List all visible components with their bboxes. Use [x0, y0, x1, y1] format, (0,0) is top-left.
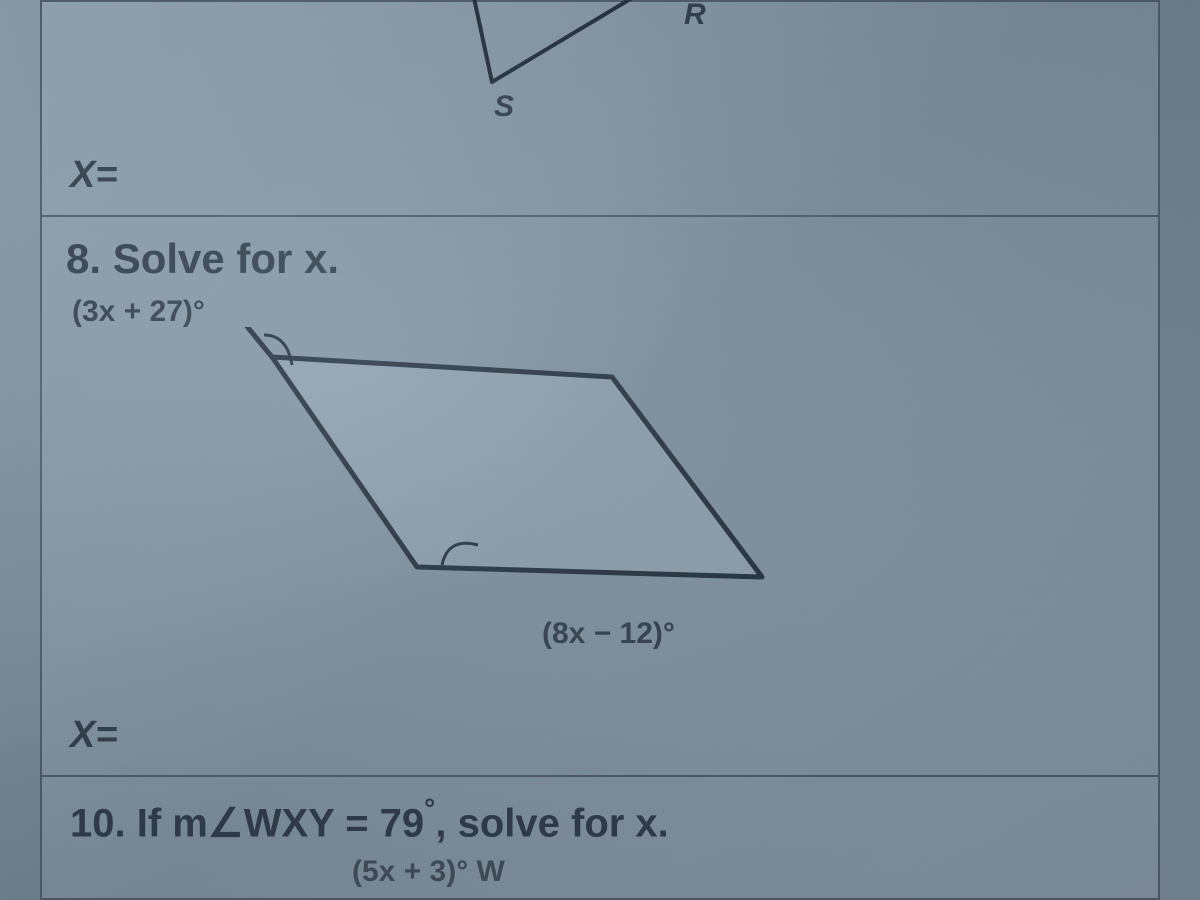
exterior-angle-expression: (3x + 27)° — [72, 295, 205, 329]
triangle-diagram — [362, 0, 702, 122]
answer-x-equals-8: X= — [70, 714, 118, 757]
problem-10-sub-expression: (5x + 3)° W — [352, 855, 505, 889]
parallelogram-diagram — [192, 327, 832, 647]
q10-suffix: , solve for x. — [435, 801, 668, 845]
worksheet-container: R S X= 8. Solve for x. (3x + 27)° (8x − … — [40, 0, 1160, 900]
angle-icon: ∠ — [208, 800, 244, 845]
interior-angle-expression: (8x − 12)° — [542, 617, 675, 651]
vertex-label-s: S — [494, 90, 514, 124]
problem-10-cell: 10. If m∠WXY = 79°, solve for x. (5x + 3… — [40, 775, 1160, 900]
problem-7-cell: R S X= — [40, 0, 1160, 215]
problem-8-title: 8. Solve for x. — [66, 235, 1134, 283]
q10-equals: = 79 — [334, 801, 424, 845]
problem-8-cell: 8. Solve for x. (3x + 27)° (8x − 12)° X= — [40, 215, 1160, 775]
q10-prefix: 10. If m — [70, 801, 208, 845]
answer-x-equals-7: X= — [70, 154, 118, 197]
vertex-label-r: R — [684, 0, 706, 32]
problem-10-title: 10. If m∠WXY = 79°, solve for x. — [70, 797, 669, 846]
q10-vertices: WXY — [244, 801, 334, 845]
degree-symbol: ° — [424, 793, 435, 824]
